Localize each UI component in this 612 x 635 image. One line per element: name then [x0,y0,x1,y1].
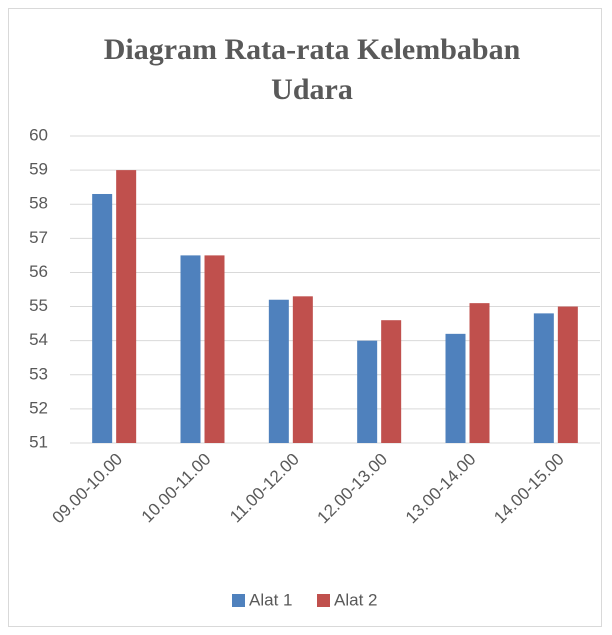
bar [381,320,402,443]
y-tick-label: 56 [29,262,48,281]
y-tick-label: 52 [29,398,48,417]
bar [92,193,113,443]
bar [445,333,466,443]
chart-frame [8,8,602,627]
x-tick-label: 14.00-15.00 [490,450,568,528]
y-tick-label: 59 [29,160,48,179]
bar [116,170,137,443]
bar [469,303,490,443]
bar [357,340,378,443]
chart-title: Diagram Rata-rata Kelembaban Udara [103,33,521,106]
legend-swatch [232,594,245,607]
bar [204,255,225,443]
y-tick-label: 57 [29,228,48,247]
x-tick-label: 13.00-14.00 [402,450,480,528]
y-tick-label: 58 [29,194,48,213]
legend-swatch [317,594,330,607]
x-tick-label: 10.00-11.00 [138,450,215,527]
x-tick-label: 09.00-10.00 [49,450,127,528]
y-tick-label: 51 [29,432,48,451]
x-tick-label: 12.00-13.00 [314,450,392,528]
bar [268,299,289,443]
legend-label: Alat 2 [334,590,377,609]
y-tick-label: 54 [29,330,48,349]
y-tick-label: 55 [29,296,48,315]
bar [292,296,313,443]
bar [533,313,554,443]
legend-label: Alat 1 [249,590,292,609]
y-tick-label: 60 [29,125,48,144]
x-tick-label: 11.00-12.00 [226,450,303,527]
bar [180,255,201,443]
y-tick-label: 53 [29,364,48,383]
bar [557,306,578,443]
